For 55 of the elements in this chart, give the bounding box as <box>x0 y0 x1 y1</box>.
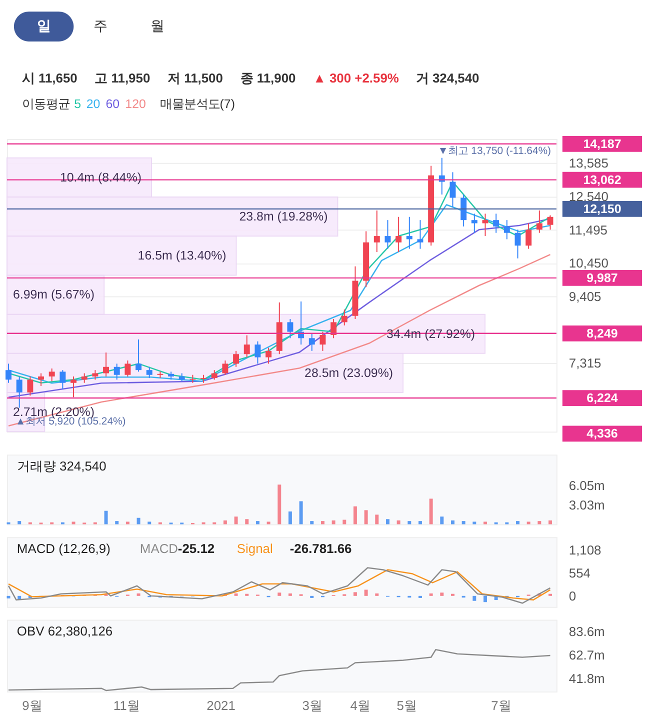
y-tick-label: 83.6m <box>568 624 605 640</box>
annotation: -25.12 <box>178 541 215 556</box>
text: 월 <box>150 18 164 34</box>
text: 60 <box>106 97 120 112</box>
text: 20 <box>86 97 100 112</box>
ref-line-label: 14,187 <box>583 136 622 151</box>
y-tick-label: 1,108 <box>568 542 602 558</box>
text: 주 <box>94 18 108 34</box>
text: 종 11,900 <box>240 70 296 86</box>
ref-line-label: 6,224 <box>586 391 618 406</box>
x-tick-label: 11월 <box>113 698 140 713</box>
data-label: 23.8m (19.28%) <box>239 210 328 224</box>
annotation: ▼최고 13,750 (-11.64%) <box>438 146 552 157</box>
text: ▲ 300 +2.59% <box>313 70 400 86</box>
text: 거 324,540 <box>416 70 480 86</box>
y-tick-label: 3.03m <box>568 497 605 512</box>
ref-line-label: 12,150 <box>583 202 622 216</box>
legend-title: 이동평균 <box>22 97 70 112</box>
data-label: 16.5m (13.40%) <box>138 248 226 263</box>
y-tick-label: 62.7m <box>568 648 605 663</box>
y-tick-label: 9,405 <box>568 288 602 304</box>
text: 시 11,650 <box>22 70 78 86</box>
text: 매물분석도(7) <box>160 97 235 112</box>
x-tick-label: 2021 <box>206 698 236 713</box>
text: MACD <box>140 541 178 556</box>
y-tick-label: 13,585 <box>568 156 608 171</box>
y-tick-label: 10,450 <box>568 256 608 271</box>
x-tick-label: 4월 <box>350 698 370 713</box>
text: 120 <box>125 97 146 112</box>
y-tick-label: 41.8m <box>568 670 605 686</box>
data-label: 6.99m (5.67%) <box>12 288 95 302</box>
y-tick-label: 0 <box>568 588 576 604</box>
text: 4,336 <box>586 426 618 441</box>
x-tick-label: 9월 <box>22 698 42 713</box>
text: 일 <box>36 18 51 34</box>
data-label: 28.5m (23.09%) <box>304 366 394 380</box>
ref-line-label: 8,249 <box>586 326 618 340</box>
y-tick-label: 554 <box>568 565 590 580</box>
chart-title: MACD (12,26,9) <box>16 541 110 556</box>
y-tick-label: 7,315 <box>568 356 602 371</box>
y-tick-label: 6.05m <box>568 478 605 494</box>
y-tick-label: 12,540 <box>568 188 608 204</box>
text: 저 11,500 <box>167 70 223 86</box>
y-tick-label: 11,495 <box>568 222 608 238</box>
ref-line-label: 13,062 <box>583 172 622 187</box>
text: 고 11,950 <box>94 70 150 86</box>
text: 5 <box>74 97 82 112</box>
chart-title: 거래량 324,540 <box>16 458 106 474</box>
x-tick-label: 7월 <box>491 698 512 713</box>
x-tick-label: 3월 <box>302 698 322 713</box>
chart-title: OBV 62,380,126 <box>16 624 113 639</box>
annotation: -26.781.66 <box>290 541 352 556</box>
ref-line-label: 9,987 <box>586 270 618 285</box>
text: Signal <box>236 541 273 556</box>
x-tick-label: 5월 <box>396 698 417 713</box>
